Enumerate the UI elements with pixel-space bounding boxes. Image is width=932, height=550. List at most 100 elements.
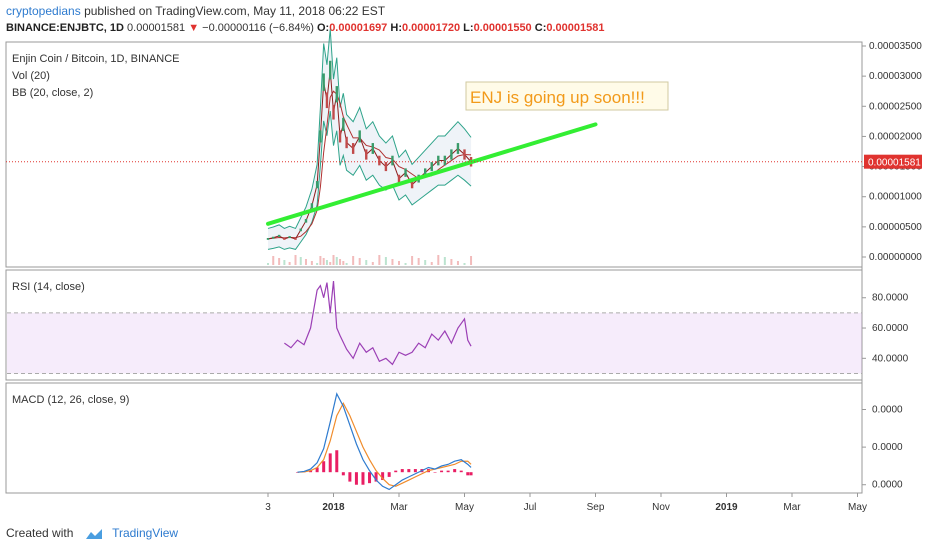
volume-bar xyxy=(430,262,433,265)
low-label: L: xyxy=(463,22,474,34)
down-arrow-icon: ▼ xyxy=(188,22,200,34)
volume-bar xyxy=(411,256,414,265)
macd-histogram-bar xyxy=(433,472,437,473)
macd-histogram-bar xyxy=(309,470,313,473)
price-candle xyxy=(345,136,348,149)
rsi-tick-label: 80.0000 xyxy=(872,293,909,304)
price-candle xyxy=(443,155,447,166)
volume-bar xyxy=(437,255,440,265)
price-candle xyxy=(329,60,332,80)
macd-panel-frame xyxy=(5,382,863,494)
volume-bar xyxy=(358,258,361,265)
macd-histogram-bar xyxy=(335,450,339,473)
macd-panel-title: MACD (12, 26, close, 9) xyxy=(12,394,129,406)
macd-histogram-bar xyxy=(322,461,326,473)
volume-bar xyxy=(352,256,355,265)
price-candle xyxy=(358,130,361,143)
rsi-line xyxy=(284,281,472,366)
price-candle xyxy=(299,228,302,232)
volume-bar xyxy=(424,260,427,265)
bollinger-band-fill xyxy=(268,29,472,250)
open-value: 0.00001697 xyxy=(329,22,388,34)
price-candle xyxy=(332,105,335,120)
price-candle xyxy=(338,130,342,143)
volume-bar xyxy=(456,261,459,265)
price-candle xyxy=(272,236,275,239)
chart-area[interactable]: Enjin Coin / Bitcoin, 1D, BINANCE Vol (2… xyxy=(0,0,932,520)
high-value: 0.00001720 xyxy=(401,22,461,34)
price-candle xyxy=(342,117,345,132)
volume-bar xyxy=(365,260,368,265)
macd-histogram-bar xyxy=(328,453,332,473)
time-tick-label: May xyxy=(848,502,867,513)
trendline[interactable] xyxy=(266,122,598,226)
macd-tick-label: 0.0000 xyxy=(872,480,903,491)
price-change: −0.00000116 (−6.84%) xyxy=(202,22,314,34)
annotation-box[interactable] xyxy=(465,81,669,111)
publish-header: cryptopedians published on TradingView.c… xyxy=(6,4,385,18)
volume-bar xyxy=(294,255,297,265)
volume-bar xyxy=(417,258,420,265)
macd-line xyxy=(297,392,472,491)
price-tick-label: 0.00002500 xyxy=(869,101,922,112)
macd-histogram-bar xyxy=(341,472,345,476)
macd-histogram-bar xyxy=(400,469,404,473)
price-candle xyxy=(288,236,291,239)
macd-histogram-bar xyxy=(374,472,378,482)
price-candle xyxy=(404,168,407,177)
publish-info: published on TradingView.com, May 11, 20… xyxy=(84,4,386,18)
volume-bar xyxy=(316,263,319,265)
macd-histogram-bar xyxy=(387,472,391,477)
created-with-label: Created with xyxy=(6,526,74,540)
volume-bar xyxy=(278,258,281,265)
last-price: 0.00001581 xyxy=(127,22,186,34)
price-candle xyxy=(378,155,381,166)
time-tick-label: 2018 xyxy=(322,502,345,513)
price-candle xyxy=(365,149,368,160)
volume-bar xyxy=(404,263,407,265)
macd-histogram-bar xyxy=(295,472,299,473)
price-candle xyxy=(437,155,440,166)
price-candle xyxy=(277,234,281,237)
time-tick-label: Jul xyxy=(524,502,537,513)
price-tick-label: 0.00000500 xyxy=(869,222,922,233)
price-tick-label: 0.00003500 xyxy=(869,41,922,52)
macd-histogram-bar xyxy=(469,472,473,476)
price-candle xyxy=(322,73,325,91)
price-candle xyxy=(266,238,270,240)
price-candle xyxy=(351,143,355,154)
ohlc-header: BINANCE:ENJBTC, 1D 0.00001581 ▼ −0.00000… xyxy=(6,22,604,34)
price-candle xyxy=(304,219,308,223)
author-link[interactable]: cryptopedians xyxy=(6,4,81,18)
volume-bar xyxy=(319,256,322,265)
volume-bar xyxy=(371,262,374,265)
price-candle xyxy=(319,130,322,143)
price-candle xyxy=(456,143,460,154)
volume-bar xyxy=(329,262,332,265)
price-candle xyxy=(391,155,394,166)
volume-bar xyxy=(325,260,328,265)
volume-bar xyxy=(272,256,275,265)
volume-bar xyxy=(391,259,394,265)
bollinger-upper-line xyxy=(267,29,472,230)
volume-bar xyxy=(398,261,400,265)
price-panel-title: Enjin Coin / Bitcoin, 1D, BINANCE xyxy=(12,53,180,65)
price-candle xyxy=(294,238,297,240)
rsi-band-fill xyxy=(7,312,862,374)
price-candle xyxy=(335,86,338,103)
macd-histogram-bar xyxy=(348,472,352,482)
price-candle xyxy=(450,149,453,160)
rsi-tick-label: 40.0000 xyxy=(872,353,909,364)
volume-bar xyxy=(310,261,313,265)
volume-bar xyxy=(335,257,338,265)
volume-bar xyxy=(450,259,453,265)
macd-histogram-bar xyxy=(394,470,398,473)
volume-bar xyxy=(267,263,269,265)
macd-tick-label: 0.0000 xyxy=(872,405,903,416)
price-candle xyxy=(463,149,466,160)
tradingview-link[interactable]: TradingView xyxy=(112,526,179,540)
time-tick-label: May xyxy=(455,502,474,513)
symbol-label: BINANCE:ENJBTC, 1D xyxy=(6,22,124,34)
price-candle xyxy=(410,181,414,189)
volume-bar xyxy=(345,263,348,265)
